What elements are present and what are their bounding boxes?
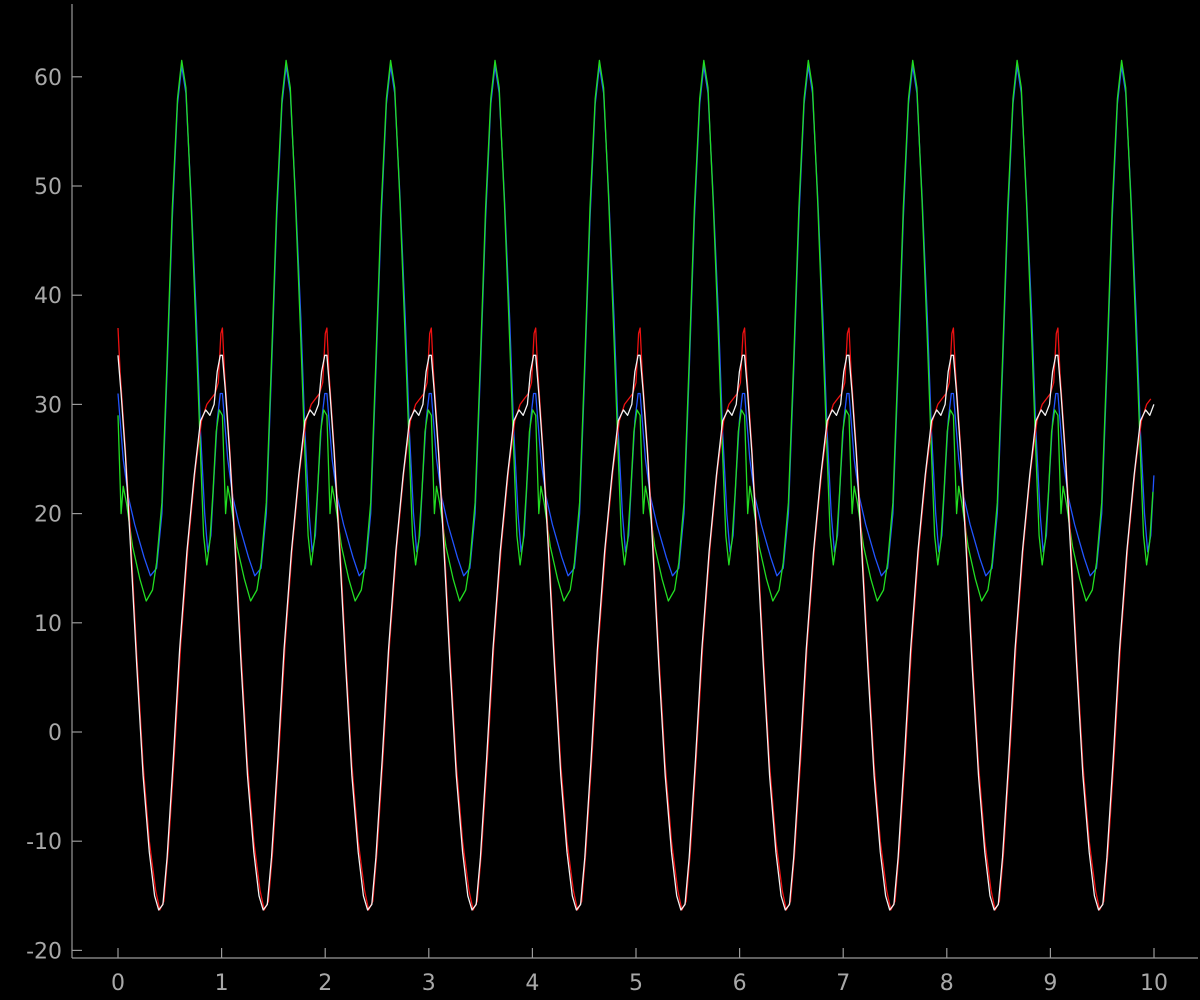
y-tick-label: 60 xyxy=(34,66,62,91)
y-tick-label: -20 xyxy=(26,939,62,964)
x-tick-label: 2 xyxy=(318,971,332,996)
y-tick-label: 40 xyxy=(34,284,62,309)
x-tick-label: 5 xyxy=(629,971,643,996)
x-tick-label: 4 xyxy=(525,971,539,996)
y-tick-label: 30 xyxy=(34,393,62,418)
y-tick-label: 10 xyxy=(34,612,62,637)
y-tick-label: 0 xyxy=(48,721,62,746)
x-tick-label: 0 xyxy=(111,971,125,996)
x-tick-label: 3 xyxy=(422,971,436,996)
x-tick-label: 9 xyxy=(1043,971,1057,996)
x-tick-label: 10 xyxy=(1140,971,1168,996)
y-tick-label: 20 xyxy=(34,503,62,528)
y-tick-label: 50 xyxy=(34,175,62,200)
x-tick-label: 6 xyxy=(733,971,747,996)
x-tick-label: 8 xyxy=(940,971,954,996)
x-tick-label: 1 xyxy=(215,971,229,996)
x-tick-label: 7 xyxy=(836,971,850,996)
y-tick-label: -10 xyxy=(26,830,62,855)
